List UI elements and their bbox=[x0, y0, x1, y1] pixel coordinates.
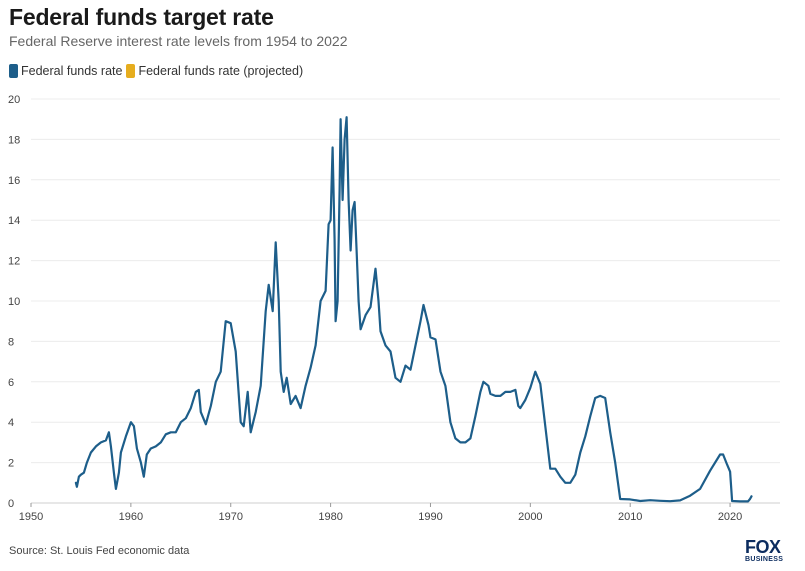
y-tick-label: 18 bbox=[8, 134, 20, 146]
series-layer bbox=[74, 116, 753, 503]
x-tick-label: 1990 bbox=[418, 511, 442, 523]
x-tick-label: 2000 bbox=[518, 511, 542, 523]
logo-text-bottom: BUSINESS bbox=[745, 556, 784, 563]
x-tick-label: 2010 bbox=[618, 511, 642, 523]
y-tick-label: 14 bbox=[8, 215, 20, 227]
legend-item-projected[interactable]: Federal funds rate (projected) bbox=[126, 64, 303, 78]
legend-label-projected: Federal funds rate (projected) bbox=[138, 64, 304, 78]
legend-swatch-rate bbox=[9, 64, 18, 78]
x-tick-label: 1950 bbox=[19, 511, 43, 523]
legend-label-rate: Federal funds rate bbox=[21, 64, 123, 78]
y-tick-label: 6 bbox=[8, 377, 14, 389]
legend: Federal funds rate Federal funds rate (p… bbox=[9, 64, 307, 78]
y-tick-label: 10 bbox=[8, 296, 20, 308]
chart-title: Federal funds target rate bbox=[9, 4, 274, 30]
x-axis: 1950 1960 1970 1980 1990 2000 2010 2020 bbox=[19, 503, 742, 523]
fox-business-logo: FOX BUSINESS bbox=[745, 537, 793, 565]
chart-subtitle: Federal Reserve interest rate levels fro… bbox=[9, 33, 348, 49]
y-tick-label: 2 bbox=[8, 458, 14, 470]
legend-item-rate[interactable]: Federal funds rate bbox=[9, 64, 122, 78]
y-tick-label: 12 bbox=[8, 256, 20, 268]
source-note: Source: St. Louis Fed economic data bbox=[9, 545, 190, 557]
logo-text-top: FOX bbox=[745, 537, 781, 557]
y-tick-label: 16 bbox=[8, 175, 20, 187]
gridlines bbox=[31, 98, 780, 504]
y-tick-label: 4 bbox=[8, 417, 14, 429]
y-tick-label: 8 bbox=[8, 336, 14, 348]
x-tick-label: 1970 bbox=[218, 511, 242, 523]
x-tick-label: 2020 bbox=[718, 511, 742, 523]
series-line-0[interactable] bbox=[74, 116, 753, 503]
y-axis: 0 2 4 6 8 10 12 14 16 18 20 bbox=[8, 94, 20, 510]
legend-swatch-projected bbox=[126, 64, 136, 78]
y-tick-label: 0 bbox=[8, 498, 14, 510]
y-tick-label: 20 bbox=[8, 94, 20, 106]
x-tick-label: 1960 bbox=[119, 511, 143, 523]
x-tick-label: 1980 bbox=[318, 511, 342, 523]
